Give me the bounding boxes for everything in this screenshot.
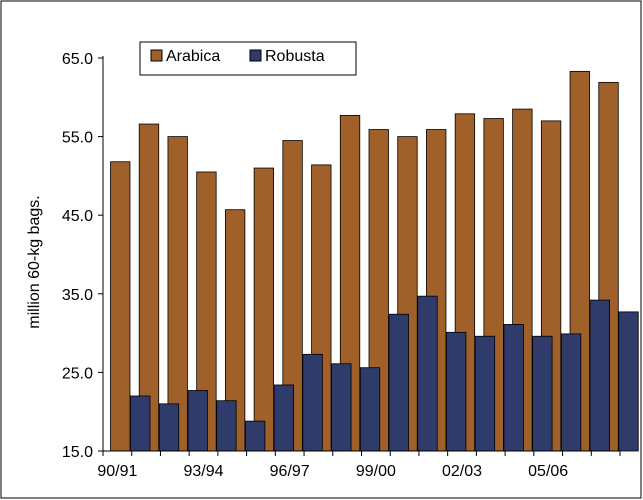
bar-arabica-5 — [253, 167, 275, 452]
bar-robusta-8 — [359, 367, 381, 452]
legend: Arabica Robusta — [139, 41, 357, 76]
bar-robusta-4 — [244, 420, 266, 452]
bar-robusta-15 — [560, 333, 582, 452]
y-tick-label-5: 65.0 — [62, 51, 93, 68]
bar-robusta-1 — [158, 403, 180, 452]
bar-robusta-10 — [417, 295, 438, 452]
plot-area: 15.0 25.0 35.0 45.0 55.0 65.0 90/91 93/94 96/97 9… — [62, 51, 639, 480]
legend-box — [139, 41, 357, 76]
y-axis-label: million 60-kg bags. — [26, 195, 43, 328]
y-tick-label-3: 45.0 — [62, 208, 93, 225]
x-tick-label-3: 93/94 — [184, 463, 224, 480]
bar-robusta-17 — [618, 311, 639, 452]
x-tick-label-15: 05/06 — [528, 463, 568, 480]
y-tick-label-2: 35.0 — [62, 287, 93, 304]
bar-robusta-9 — [388, 313, 409, 452]
bar-robusta-11 — [446, 331, 467, 452]
x-tick-label-0: 90/91 — [97, 463, 137, 480]
x-tick-label-9: 99/00 — [356, 463, 396, 480]
bar-robusta-13 — [503, 324, 524, 452]
x-tick-label-6: 96/97 — [270, 463, 310, 480]
bar-robusta-7 — [331, 363, 352, 452]
bar-robusta-12 — [474, 335, 496, 452]
bar-robusta-0 — [130, 395, 151, 452]
legend-label-robusta: Robusta — [265, 48, 325, 65]
bar-robusta-2 — [187, 390, 208, 452]
bar-arabica-0 — [110, 161, 131, 452]
legend-swatch-robusta — [249, 49, 262, 62]
y-tick-label-0: 15.0 — [62, 444, 93, 461]
legend-label-arabica: Arabica — [166, 48, 220, 65]
bar-robusta-16 — [589, 299, 610, 452]
bar-robusta-5 — [273, 384, 295, 452]
bar-robusta-6 — [302, 353, 323, 452]
bar-robusta-14 — [532, 335, 553, 452]
y-tick-label-1: 25.0 — [62, 365, 93, 382]
legend-swatch-arabica — [150, 49, 163, 62]
y-tick-label-4: 55.0 — [62, 130, 93, 147]
bar-robusta-3 — [216, 400, 237, 452]
x-tick-label-12: 02/03 — [442, 463, 482, 480]
